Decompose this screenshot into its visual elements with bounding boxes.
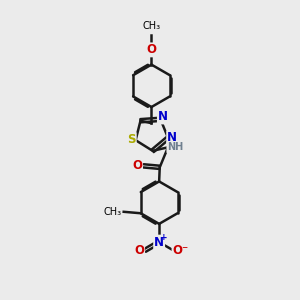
Text: +: + [160,232,168,242]
Text: CH₃: CH₃ [103,207,121,217]
Text: N: N [154,236,164,249]
Text: N: N [158,110,168,124]
Text: NH: NH [167,142,184,152]
Text: CH₃: CH₃ [142,21,160,31]
Text: O: O [132,159,142,172]
Text: N: N [167,131,177,144]
Text: O⁻: O⁻ [172,244,189,257]
Text: O: O [134,244,144,257]
Text: S: S [127,133,136,146]
Text: O: O [146,44,157,56]
